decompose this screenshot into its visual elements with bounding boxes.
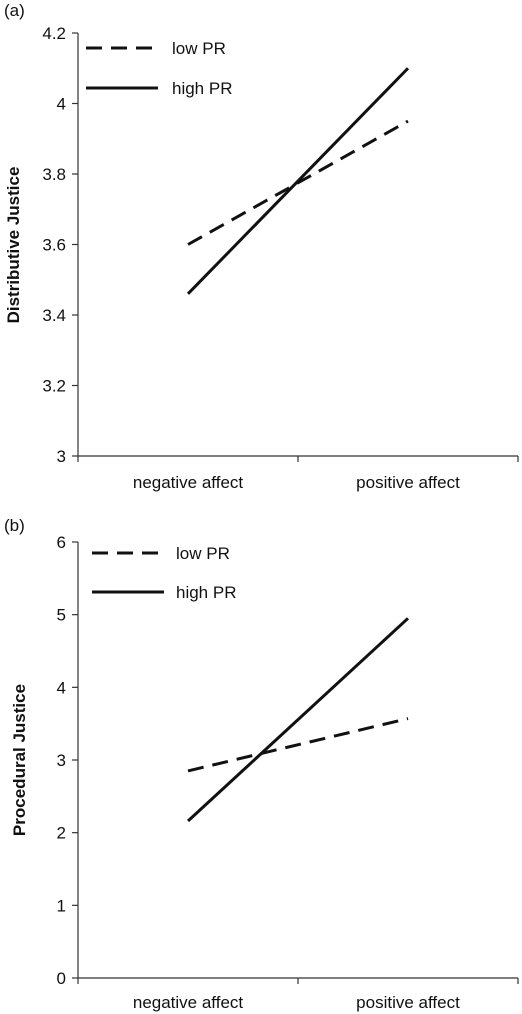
axes: 0 1 2 3 4 5 6 negative affect positive affect xyxy=(57,533,519,1012)
y-tick-label: 1 xyxy=(57,896,66,915)
y-tick-label: 4 xyxy=(57,95,66,114)
y-tick-label: 0 xyxy=(57,969,66,988)
y-tick-label: 3.2 xyxy=(42,377,66,396)
x-tick-label: positive affect xyxy=(356,473,460,492)
y-tick-label: 2 xyxy=(57,824,66,843)
panel-label: (b) xyxy=(4,516,25,535)
y-tick-label: 6 xyxy=(57,533,66,552)
series-line-high-pr xyxy=(186,67,410,295)
y-axis-title: Distributive Justice xyxy=(4,167,23,324)
panel-b: (b) Procedural Justice low PR high PR 0 1… xyxy=(4,516,519,1012)
y-axis-title: Procedural Justice xyxy=(10,684,29,836)
x-tick-label: positive affect xyxy=(356,993,460,1012)
y-tick-label: 3.4 xyxy=(42,306,66,325)
y-tick-label: 3.6 xyxy=(42,236,66,255)
y-tick-label: 4 xyxy=(57,678,66,697)
series-group xyxy=(186,67,410,295)
panel-a: (a) Distributive Justice low PR high PR … xyxy=(4,1,519,492)
legend-label-low-pr: low PR xyxy=(172,39,226,58)
series-group xyxy=(186,617,410,823)
y-tick-label: 5 xyxy=(57,606,66,625)
legend: low PR high PR xyxy=(86,39,232,98)
legend: low PR high PR xyxy=(92,544,236,602)
legend-label-low-pr: low PR xyxy=(176,544,230,563)
panel-label: (a) xyxy=(4,1,25,20)
legend-label-high-pr: high PR xyxy=(172,79,232,98)
y-tick-label: 3.8 xyxy=(42,165,66,184)
series-line-high-pr xyxy=(186,617,410,823)
y-tick-label: 4.2 xyxy=(42,24,66,43)
series-line-low-pr xyxy=(187,717,409,773)
x-tick-label: negative affect xyxy=(133,993,244,1012)
legend-label-high-pr: high PR xyxy=(176,583,236,602)
axes: 3 3.2 3.4 3.6 3.8 4 4.2 negative affect positive… xyxy=(42,24,519,492)
x-tick-label: negative affect xyxy=(133,473,244,492)
y-tick-label: 3 xyxy=(57,751,66,770)
y-tick-label: 3 xyxy=(57,447,66,466)
